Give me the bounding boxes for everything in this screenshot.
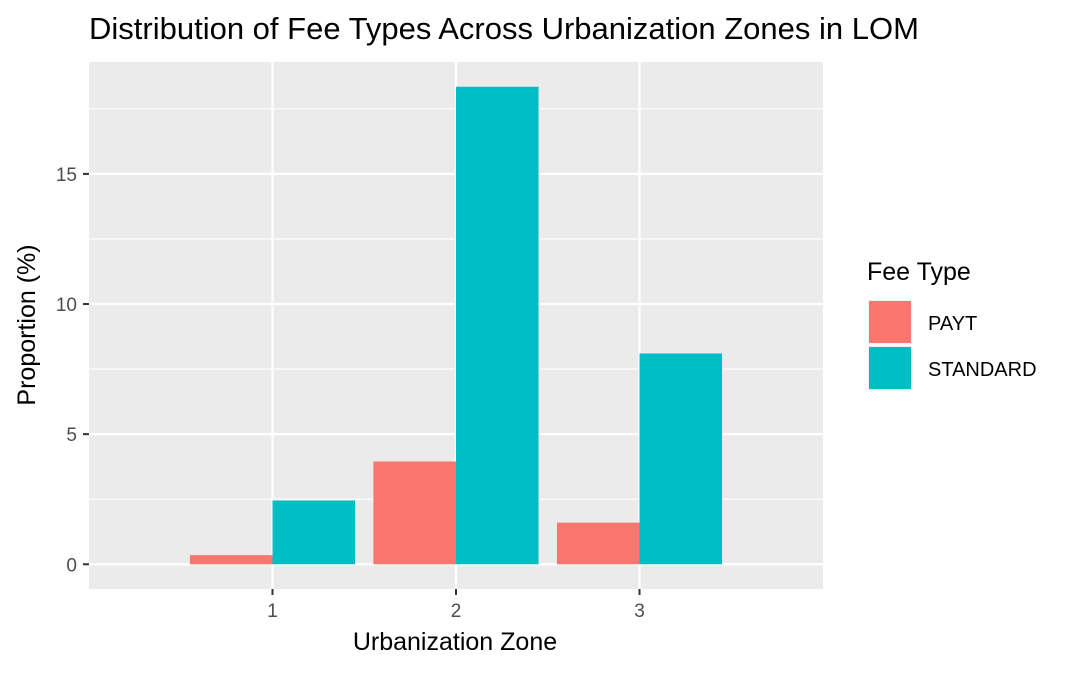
legend-title: Fee Type xyxy=(867,258,971,286)
bar-standard-zone-2 xyxy=(456,86,539,565)
legend: Fee Type PAYT STANDARD xyxy=(867,258,1037,390)
x-axis: 1 2 3 xyxy=(267,589,645,622)
bar-payt-zone-2 xyxy=(373,461,456,565)
x-tick-label: 3 xyxy=(634,601,645,622)
y-axis-title: Proportion (%) xyxy=(13,244,41,405)
y-tick-label: 15 xyxy=(56,165,77,186)
legend-label-standard: STANDARD xyxy=(928,359,1037,381)
y-tick-label: 0 xyxy=(66,555,77,576)
y-tick-label: 5 xyxy=(66,425,77,446)
legend-key-payt xyxy=(869,301,911,343)
y-tick-label: 10 xyxy=(56,295,77,316)
legend-key-standard xyxy=(869,347,911,389)
x-axis-title: Urbanization Zone xyxy=(353,628,557,656)
legend-label-payt: PAYT xyxy=(928,313,977,335)
bar-payt-zone-1 xyxy=(189,555,273,565)
x-tick-label: 1 xyxy=(267,601,278,622)
bar-standard-zone-3 xyxy=(639,353,723,565)
y-axis: 0 5 10 15 xyxy=(56,165,89,576)
bar-standard-zone-1 xyxy=(272,500,356,565)
bar-payt-zone-3 xyxy=(556,522,640,565)
chart-title: Distribution of Fee Types Across Urbaniz… xyxy=(89,11,919,46)
bars xyxy=(189,86,723,565)
legend-items: PAYT STANDARD xyxy=(868,300,1037,390)
x-tick-label: 2 xyxy=(451,601,462,622)
